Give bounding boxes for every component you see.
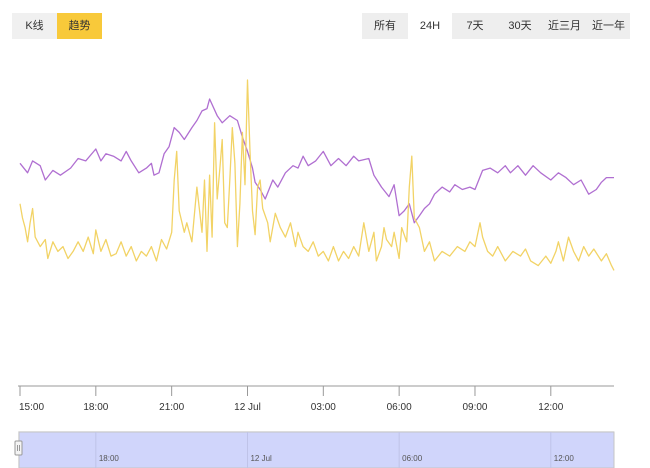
navigator-tick-label: 06:00 (402, 454, 423, 463)
navigator-tick-label: 18:00 (99, 454, 120, 463)
x-tick-label: 09:00 (462, 402, 487, 413)
range-7d-tab[interactable]: 7天 (466, 20, 484, 32)
range-30d-tab[interactable]: 30天 (508, 20, 532, 32)
x-axis-ticks: 15:00 18:00 21:00 12 Jul 03:00 06:00 09:00 12:0… (19, 386, 564, 413)
range-24h-tab[interactable]: 24H (408, 13, 452, 39)
navigator-selected-range[interactable] (18, 431, 615, 468)
range-all-tab[interactable]: 所有 (374, 20, 396, 32)
navigator-left-handle[interactable] (14, 440, 23, 456)
range-navigator[interactable]: 18:00 12 Jul 06:00 12:00 (14, 431, 615, 468)
range-1y-tab[interactable]: 近一年 (592, 20, 625, 32)
range-3m-tab[interactable]: 近三月 (548, 20, 581, 32)
x-tick-label: 18:00 (83, 402, 108, 413)
mode-kline-button[interactable]: K线 (25, 20, 44, 32)
x-tick-label: 06:00 (387, 402, 412, 413)
time-range-tabs: 所有 24H 7天 30天 近三月 近一年 (362, 13, 630, 39)
series-line-1 (19, 79, 615, 271)
x-tick-label: 15:00 (19, 402, 44, 413)
series-layer (19, 79, 615, 271)
x-tick-label: 12:00 (538, 402, 563, 413)
navigator-ticks: 18:00 12 Jul 06:00 12:00 (95, 432, 575, 468)
series-line-0 (19, 98, 614, 224)
navigator-tick-label: 12:00 (554, 454, 575, 463)
navigator-tick-label: 12 Jul (250, 454, 272, 463)
x-tick-label: 03:00 (311, 402, 336, 413)
x-tick-label: 21:00 (159, 402, 184, 413)
x-tick-label: 12 Jul (234, 402, 261, 413)
chart-mode-toggle: K线 趋势 (12, 13, 102, 39)
mode-trend-button[interactable]: 趋势 (57, 13, 102, 39)
